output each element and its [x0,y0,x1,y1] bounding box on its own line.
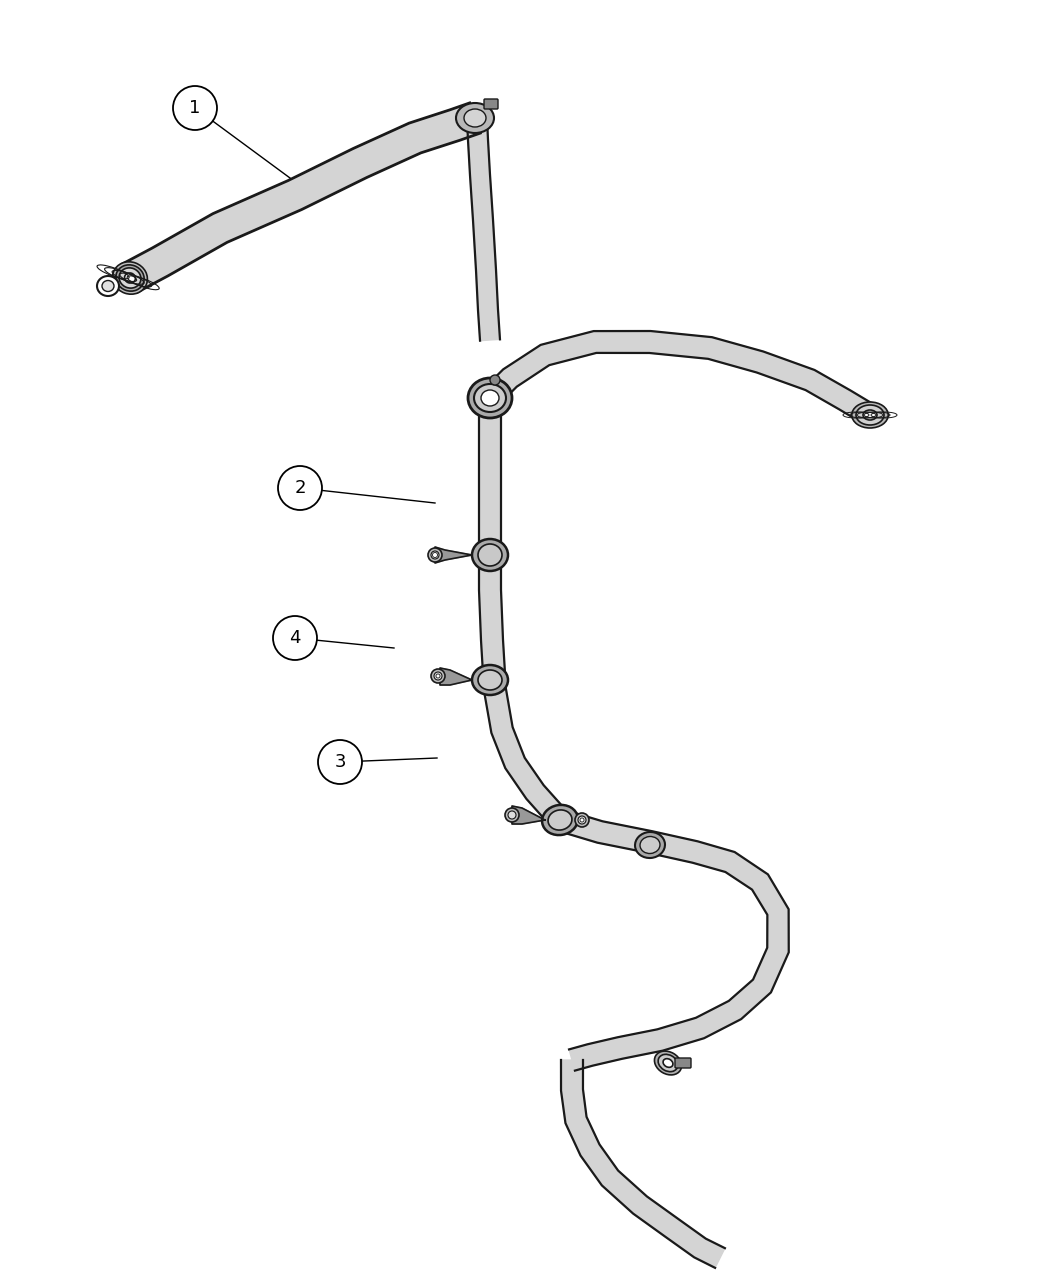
Ellipse shape [97,275,119,296]
Polygon shape [123,103,480,292]
Ellipse shape [505,808,519,822]
Circle shape [173,85,217,130]
Ellipse shape [430,669,445,683]
Ellipse shape [548,810,572,830]
Ellipse shape [658,1054,678,1072]
Ellipse shape [456,103,493,133]
Text: 4: 4 [289,629,300,646]
Ellipse shape [575,813,589,827]
Ellipse shape [468,377,512,418]
Ellipse shape [125,273,135,283]
Polygon shape [512,806,545,824]
Polygon shape [440,668,472,685]
Ellipse shape [580,819,584,822]
Ellipse shape [474,384,506,412]
Ellipse shape [663,1058,673,1067]
Ellipse shape [464,108,486,128]
Ellipse shape [478,669,502,690]
Polygon shape [561,1060,724,1267]
Polygon shape [556,810,789,1071]
Ellipse shape [863,411,877,419]
Circle shape [278,465,322,510]
Ellipse shape [433,552,438,557]
Ellipse shape [119,268,141,288]
Ellipse shape [635,833,665,858]
Text: 3: 3 [334,754,345,771]
Polygon shape [467,117,500,340]
Ellipse shape [116,265,144,291]
Circle shape [318,740,362,784]
Circle shape [273,616,317,660]
Polygon shape [435,547,472,564]
Ellipse shape [578,816,586,824]
Ellipse shape [508,811,516,819]
Ellipse shape [430,551,439,558]
Circle shape [490,375,500,385]
Ellipse shape [856,405,884,425]
Ellipse shape [481,390,499,405]
FancyBboxPatch shape [675,1058,691,1068]
Ellipse shape [654,1051,681,1075]
FancyBboxPatch shape [484,99,498,108]
Ellipse shape [102,280,114,292]
Ellipse shape [436,674,440,678]
Text: 1: 1 [189,99,201,117]
Ellipse shape [434,672,442,680]
Ellipse shape [472,666,508,695]
Ellipse shape [428,548,442,562]
Polygon shape [479,398,568,827]
Ellipse shape [112,261,147,295]
Polygon shape [482,332,876,425]
Ellipse shape [472,539,508,571]
Text: 2: 2 [294,479,306,497]
Ellipse shape [542,805,578,835]
Ellipse shape [478,544,502,566]
Ellipse shape [852,402,888,428]
Ellipse shape [640,836,660,853]
